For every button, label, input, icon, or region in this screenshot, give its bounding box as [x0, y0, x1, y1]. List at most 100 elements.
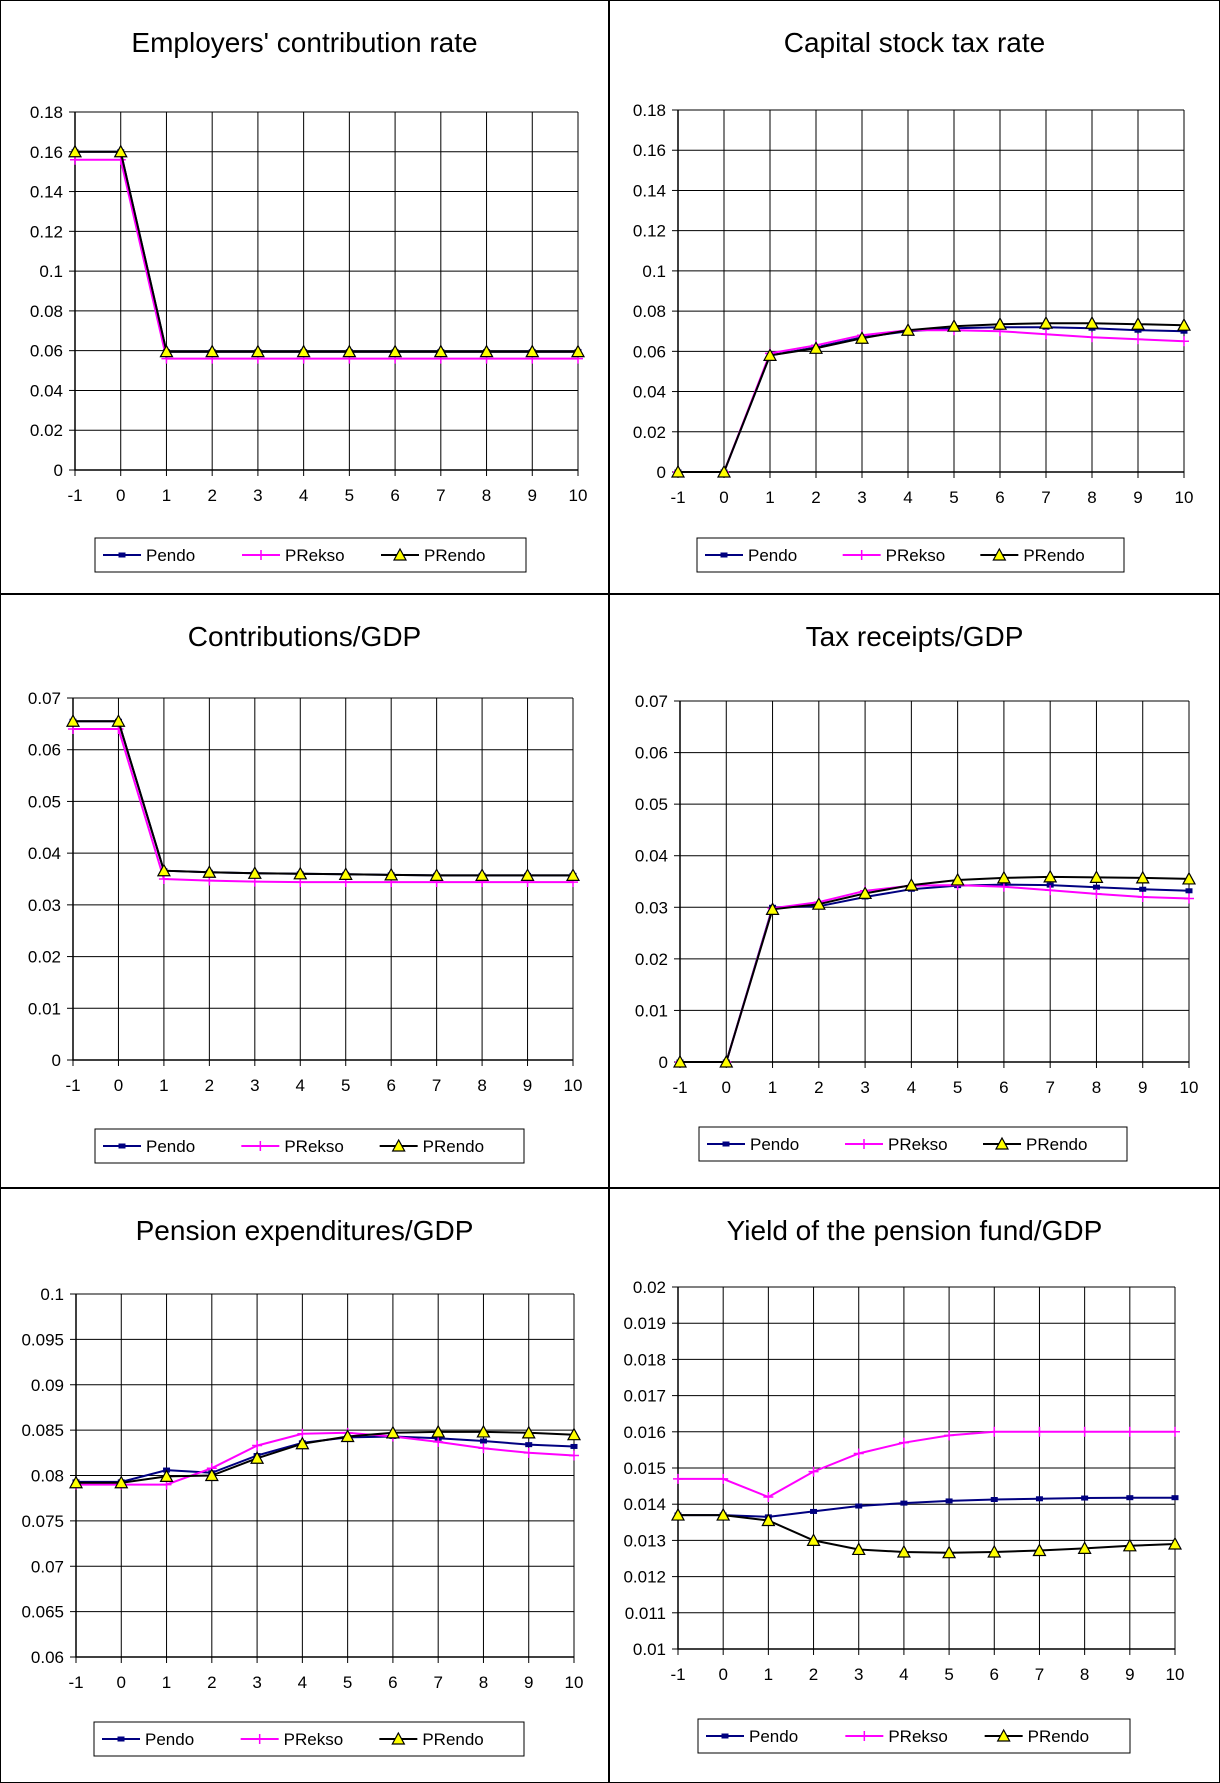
legend-label-prendo: PRendo [1023, 546, 1084, 565]
x-tick-label: 1 [162, 486, 171, 505]
x-tick-label: -1 [670, 488, 685, 507]
chart-title: Capital stock tax rate [784, 27, 1045, 58]
x-tick-label: 7 [433, 1673, 442, 1692]
x-tick-label: 3 [854, 1665, 863, 1684]
data-point-prendo [1038, 315, 1054, 329]
x-tick-label: 9 [528, 486, 537, 505]
data-point-pendo [1081, 1495, 1089, 1501]
data-point-prendo [111, 714, 126, 727]
x-tick-label: -1 [670, 1665, 685, 1684]
legend-label-prendo: PRendo [1028, 1727, 1089, 1746]
x-tick-label: 1 [765, 488, 774, 507]
y-tick-label: 0.017 [623, 1387, 666, 1406]
y-tick-label: 0.07 [31, 1557, 64, 1576]
y-tick-label: 0.085 [21, 1421, 64, 1440]
legend-marker-prendo [391, 1731, 406, 1745]
data-point-prendo [900, 322, 916, 336]
legend-marker-prendo [992, 547, 1007, 561]
data-point-prendo [250, 1451, 265, 1464]
series-prekso [673, 1426, 1180, 1502]
data-point-prekso [1079, 1426, 1090, 1437]
legend-marker-pendo [722, 1141, 730, 1147]
data-point-prekso [1041, 329, 1051, 340]
x-tick-label: 0 [114, 1076, 123, 1095]
data-point-prendo [385, 1425, 400, 1439]
y-tick-label: 0.013 [623, 1531, 666, 1550]
axes [679, 701, 1189, 1063]
series-line-pendo [678, 326, 1185, 473]
x-tick-label: 1 [159, 1076, 168, 1095]
data-point-prendo [1176, 317, 1192, 331]
legend-label-prekso: PRekso [886, 546, 946, 565]
y-tick-label: 0.12 [30, 222, 63, 241]
data-point-prendo [479, 344, 494, 358]
data-point-prendo [808, 341, 824, 354]
series-line-prekso [73, 728, 573, 884]
data-point-prekso [808, 1466, 819, 1477]
x-tick-label: 2 [811, 488, 820, 507]
data-point-prekso [763, 1491, 774, 1502]
series-line-prekso [75, 158, 578, 360]
data-point-prendo [65, 714, 81, 727]
axes [75, 1294, 574, 1658]
data-point-prekso [1034, 1426, 1045, 1437]
legend-marker-prekso [256, 550, 266, 560]
data-point-prekso [898, 1437, 909, 1448]
legend-box [94, 1128, 525, 1164]
data-point-pendo [525, 1442, 533, 1448]
series-prekso [68, 724, 578, 888]
x-tick-label: 2 [207, 486, 216, 505]
legend-label-prekso: PRekso [888, 1135, 948, 1154]
data-point-pendo [900, 1500, 908, 1506]
x-tick-label: 8 [482, 486, 491, 505]
x-tick-label: 10 [1166, 1665, 1185, 1684]
series-pendo [71, 149, 582, 355]
data-point-prendo [719, 1054, 734, 1068]
data-point-prendo [987, 1544, 1002, 1558]
data-point-prendo [159, 344, 174, 358]
y-tick-label: 0.06 [633, 342, 666, 361]
series-line-prekso [678, 1430, 1175, 1499]
y-tick-label: 0.011 [625, 1604, 666, 1623]
data-point-prendo [296, 344, 311, 358]
data-point-pendo [1134, 327, 1142, 333]
series-pendo [72, 1433, 578, 1485]
data-point-prekso [1184, 893, 1194, 904]
y-tick-label: 0.18 [633, 101, 666, 120]
data-point-prendo [293, 866, 308, 880]
x-tick-label: 9 [524, 1673, 533, 1692]
gridlines [70, 1293, 575, 1663]
data-point-prendo [896, 1544, 911, 1558]
x-tick-label: 3 [253, 486, 262, 505]
data-point-prekso [1137, 891, 1148, 902]
series-line-prendo [678, 1514, 1176, 1554]
y-tick-label: 0.02 [30, 421, 63, 440]
x-tick-label: 4 [299, 486, 308, 505]
legend-marker-prendo [392, 547, 408, 561]
x-tick-label: 7 [432, 1076, 441, 1095]
y-tick-label: 0.04 [633, 383, 666, 402]
panel-border [0, 0, 609, 594]
x-tick-label: 0 [718, 1665, 727, 1684]
x-tick-label: 9 [1133, 488, 1142, 507]
chart-svg: Pension expenditures/GDP 0.06 0.065 0.07 0.0… [0, 1188, 609, 1783]
legend-label-pendo: Pendo [145, 1730, 194, 1749]
data-point-prendo [716, 464, 732, 478]
series-prekso [70, 154, 583, 364]
legend-marker-prekso [859, 1731, 870, 1741]
series-line-pendo [75, 150, 578, 353]
gridlines [672, 1286, 1176, 1655]
data-point-prendo [1077, 1541, 1092, 1554]
data-point-prekso [1170, 1426, 1180, 1437]
legend-label-pendo: Pendo [750, 1135, 799, 1154]
y-tick-label: 0.14 [633, 181, 666, 200]
data-point-prendo [942, 1545, 957, 1559]
x-tick-label: 4 [298, 1673, 307, 1692]
data-point-prendo [992, 316, 1008, 330]
x-tick-label: 6 [990, 1665, 999, 1684]
x-tick-label: 0 [116, 486, 125, 505]
x-tick-label: 10 [1180, 1078, 1199, 1097]
data-point-prekso [1087, 332, 1097, 343]
legend-label-prekso: PRekso [284, 1730, 344, 1749]
